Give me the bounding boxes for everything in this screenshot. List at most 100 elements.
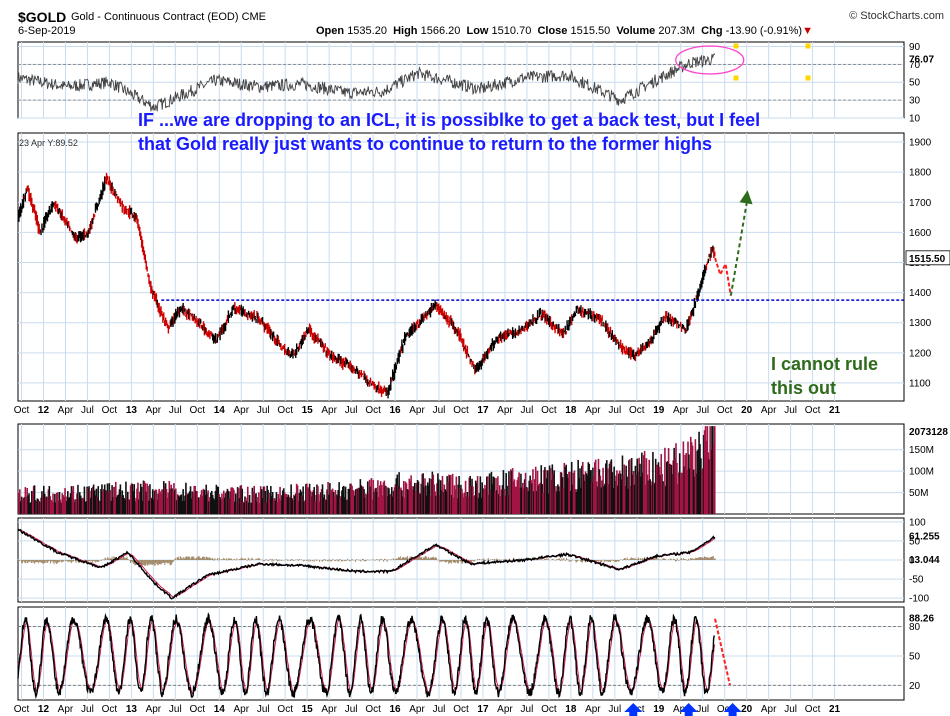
x-tick-label-bottom: Oct [805,704,821,715]
macd-value-2: 13.044 [909,555,940,566]
x-tick-label-bottom: Apr [58,704,74,715]
x-tick-label-bottom: Apr [409,704,425,715]
price-bars [18,172,716,399]
macd-line [17,528,716,600]
x-tick-label: Oct [365,405,381,416]
chg-label: Chg [701,25,723,37]
x-tick-label: Apr [233,405,249,416]
annotation-side-line1: I cannot rule [771,354,879,374]
x-tick-label-bottom: Oct [277,704,293,715]
highlight-ellipse [675,45,745,75]
x-tick-label-bottom: Apr [673,704,689,715]
ticker-symbol: $GOLD [18,9,67,25]
x-tick-label-bottom: 15 [302,704,314,715]
chart-date: 6-Sep-2019 [18,25,76,37]
selection-handle-icon [805,75,811,81]
x-tick-label-bottom: Apr [761,704,777,715]
x-tick-label-bottom: Jul [81,704,94,715]
projection-red-path [714,257,732,296]
x-tick-label-bottom: Jul [521,704,534,715]
x-tick-label-bottom: 12 [38,704,50,715]
x-tick-label: 21 [829,405,841,416]
x-tick-label: Oct [190,405,206,416]
x-tick-label: 16 [390,405,402,416]
high-label: High [393,25,418,37]
x-tick-label: Apr [585,405,601,416]
selection-handle-icon [805,43,811,49]
close-label: Close [537,25,568,37]
y-tick-label: 150M [909,445,934,456]
y-tick-label: 1300 [909,318,932,329]
macd-value-1: 61.255 [909,532,940,543]
volume-current-value: 2073128 [909,427,948,438]
x-tick-label-bottom: Apr [146,704,162,715]
volume-label: Volume [616,25,656,37]
chart-header: $GOLD Gold - Continuous Contract (EOD) C… [0,0,950,40]
x-tick-label-bottom: 14 [214,704,226,715]
stochastic-line [17,612,715,700]
x-tick-label: Apr [497,405,513,416]
x-tick-label: Oct [14,405,30,416]
volume-value: 207.3M [658,25,696,37]
x-tick-label-bottom: Jul [784,704,797,715]
date-readout: 23 Apr Y:89.52 [19,138,78,148]
x-tick-label: Apr [58,405,74,416]
y-tick-label: 30 [909,96,921,107]
x-tick-label: 17 [477,405,489,416]
y-tick-label: 1600 [909,228,932,239]
volume-bars [18,426,716,514]
x-tick-label: Oct [541,405,557,416]
x-tick-label: Jul [345,405,358,416]
y-tick-label: 1700 [909,198,932,209]
x-tick-label-bottom: Jul [257,704,270,715]
y-tick-label: 1800 [909,168,932,179]
x-tick-label-bottom: Oct [541,704,557,715]
x-tick-label: Oct [717,405,733,416]
rsi-line [17,53,716,112]
x-tick-label: 14 [214,405,226,416]
arrow-up-icon [739,190,753,205]
x-tick-label: Oct [629,405,645,416]
x-tick-label: Apr [321,405,337,416]
y-tick-label: 100M [909,467,934,478]
x-tick-label-bottom: Jul [608,704,621,715]
annotation-side: I cannot rule this out [771,352,911,400]
quote-line: Open 1535.20 High 1566.20 Low 1510.70 Cl… [316,25,813,37]
x-tick-label: Jul [257,405,270,416]
x-tick-label: Jul [608,405,621,416]
annotation-main: IF ...we are dropping to an ICL, it is p… [138,108,898,156]
x-tick-label-bottom: 13 [126,704,138,715]
y-tick-label: 100 [909,517,926,528]
y-tick-label: 10 [909,114,921,125]
x-tick-label: Jul [696,405,709,416]
high-value: 1566.20 [420,25,461,37]
close-value: 1515.50 [570,25,611,37]
y-tick-label: 1200 [909,348,932,359]
y-tick-label: 50 [909,651,921,662]
x-tick-label: 13 [126,405,138,416]
annotation-main-line2: that Gold really just wants to continue … [138,134,713,154]
macd-histogram [17,555,716,566]
y-tick-label: 50 [909,78,921,89]
x-tick-label: Jul [521,405,534,416]
x-tick-label-bottom: Apr [321,704,337,715]
x-tick-label: Jul [169,405,182,416]
y-tick-label: 50 [909,536,921,547]
y-tick-label: 90 [909,42,921,53]
x-tick-label: Jul [433,405,446,416]
y-tick-label: 80 [909,622,921,633]
x-tick-label-bottom: 16 [390,704,402,715]
x-tick-label: Jul [81,405,94,416]
selection-handle-icon [733,75,739,81]
x-tick-label-bottom: Jul [696,704,709,715]
x-tick-label: Oct [805,405,821,416]
x-tick-label: 20 [741,405,753,416]
low-value: 1510.70 [491,25,532,37]
x-tick-label: Apr [673,405,689,416]
x-tick-label: 19 [653,405,665,416]
x-tick-label: Oct [277,405,293,416]
open-value: 1535.20 [347,25,387,37]
chg-down-icon: ▼ [802,25,813,37]
y-tick-label: 70 [909,60,921,71]
